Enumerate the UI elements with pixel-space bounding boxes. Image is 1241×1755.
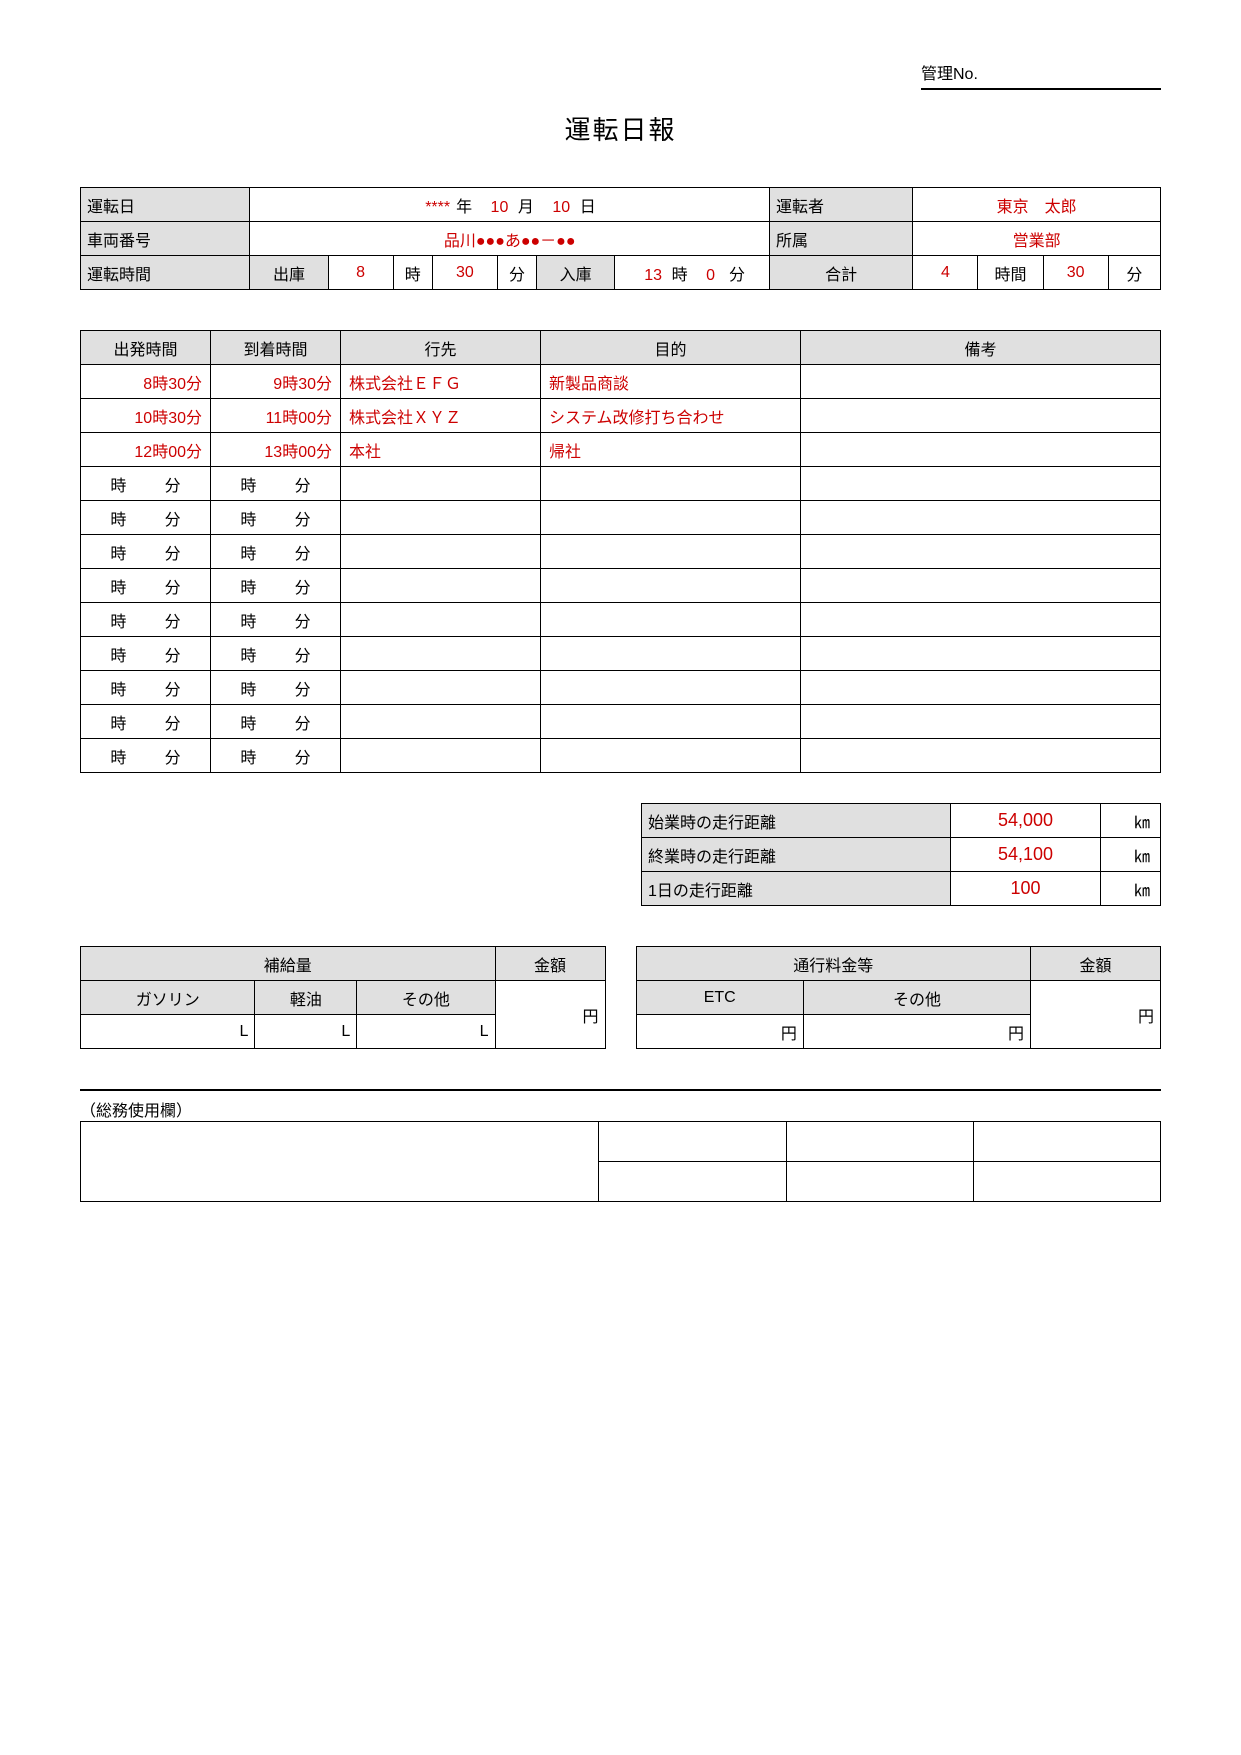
trip-notes (801, 433, 1161, 467)
header-info-table: 運転日 **** 年 10 月 10 日 運転者 東京 太郎 車両番号 品川●●… (80, 187, 1161, 290)
admin-cell (599, 1122, 786, 1162)
fuel-table: 補給量 金額 ガソリン 軽油 その他 円 L L L (80, 946, 606, 1049)
col-purpose: 目的 (541, 331, 801, 365)
label-depart: 出庫 (250, 256, 328, 290)
table-row: 時分時分 (81, 637, 1161, 671)
admin-cell (786, 1162, 973, 1202)
admin-table (80, 1121, 1161, 1202)
value-vehicle: 品川●●●あ●●－●● (250, 222, 770, 256)
fuel-other-value: L (357, 1015, 495, 1049)
table-row: 時分時分 (81, 569, 1161, 603)
fuel-col-gas: ガソリン (81, 981, 255, 1015)
label-driver: 運転者 (770, 188, 913, 222)
label-vehicle: 車両番号 (81, 222, 250, 256)
table-row: 時分時分 (81, 739, 1161, 773)
fuel-diesel-value: L (255, 1015, 357, 1049)
trip-arr: 13時00分 (211, 433, 341, 467)
admin-cell (973, 1122, 1160, 1162)
value-date: **** 年 10 月 10 日 (250, 188, 770, 222)
trip-notes (801, 399, 1161, 433)
table-row: 時分時分 (81, 671, 1161, 705)
admin-cell (973, 1162, 1160, 1202)
col-notes: 備考 (801, 331, 1161, 365)
toll-title: 通行料金等 (636, 947, 1031, 981)
table-row: 12時00分13時00分本社帰社 (81, 433, 1161, 467)
col-arr: 到着時間 (211, 331, 341, 365)
trip-arr: 11時00分 (211, 399, 341, 433)
admin-cell-main (81, 1122, 599, 1202)
trip-dep: 12時00分 (81, 433, 211, 467)
value-dist-start: 54,000 (951, 804, 1101, 838)
distance-table: 始業時の走行距離 54,000 ㎞ 終業時の走行距離 54,100 ㎞ 1日の走… (641, 803, 1161, 906)
trip-dest: 本社 (341, 433, 541, 467)
value-driver: 東京 太郎 (913, 188, 1161, 222)
admin-cell (599, 1162, 786, 1202)
label-drive-time: 運転時間 (81, 256, 250, 290)
table-row: 8時30分9時30分株式会社ＥＦＧ新製品商談 (81, 365, 1161, 399)
label-date: 運転日 (81, 188, 250, 222)
management-number-label: 管理No. (921, 60, 978, 84)
fuel-amount-value: 円 (495, 981, 605, 1049)
management-number-row: 管理No. (80, 60, 1161, 90)
trip-purpose: システム改修打ち合わせ (541, 399, 801, 433)
toll-amount-label: 金額 (1031, 947, 1161, 981)
trips-table: 出発時間 到着時間 行先 目的 備考 8時30分9時30分株式会社ＥＦＧ新製品商… (80, 330, 1161, 773)
label-dist-end: 終業時の走行距離 (642, 838, 951, 872)
label-dept: 所属 (770, 222, 913, 256)
table-row: 時分時分 (81, 467, 1161, 501)
toll-etc-value: 円 (636, 1015, 803, 1049)
trip-notes (801, 365, 1161, 399)
value-depart-hour: 8 (328, 256, 393, 290)
toll-amount-value: 円 (1031, 981, 1161, 1049)
label-total: 合計 (770, 256, 913, 290)
value-depart-min: 30 (432, 256, 497, 290)
toll-table: 通行料金等 金額 ETC その他 円 円 円 (636, 946, 1162, 1049)
toll-col-etc: ETC (636, 981, 803, 1015)
col-dest: 行先 (341, 331, 541, 365)
toll-other-value: 円 (803, 1015, 1030, 1049)
fuel-col-diesel: 軽油 (255, 981, 357, 1015)
trip-dep: 10時30分 (81, 399, 211, 433)
admin-cell (786, 1122, 973, 1162)
page-title: 運転日報 (80, 110, 1161, 147)
admin-label: （総務使用欄） (80, 1089, 1161, 1121)
label-dist-day: 1日の走行距離 (642, 872, 951, 906)
fuel-col-other: その他 (357, 981, 495, 1015)
fuel-gas-value: L (81, 1015, 255, 1049)
table-row: 10時30分11時00分株式会社ＸＹＺシステム改修打ち合わせ (81, 399, 1161, 433)
value-arrive: 13 時 0 分 (615, 256, 770, 290)
toll-col-other: その他 (803, 981, 1030, 1015)
label-dist-start: 始業時の走行距離 (642, 804, 951, 838)
trip-dep: 8時30分 (81, 365, 211, 399)
trip-purpose: 帰社 (541, 433, 801, 467)
fuel-amount-label: 金額 (495, 947, 605, 981)
value-dist-end: 54,100 (951, 838, 1101, 872)
table-row: 時分時分 (81, 603, 1161, 637)
trip-dest: 株式会社ＥＦＧ (341, 365, 541, 399)
trip-arr: 9時30分 (211, 365, 341, 399)
table-row: 時分時分 (81, 535, 1161, 569)
col-dep: 出発時間 (81, 331, 211, 365)
table-row: 時分時分 (81, 705, 1161, 739)
trip-purpose: 新製品商談 (541, 365, 801, 399)
label-arrive: 入庫 (537, 256, 615, 290)
fuel-title: 補給量 (81, 947, 496, 981)
management-number-field: 管理No. (921, 60, 1161, 90)
table-row: 時分時分 (81, 501, 1161, 535)
value-dept: 営業部 (913, 222, 1161, 256)
value-dist-day: 100 (951, 872, 1101, 906)
trip-dest: 株式会社ＸＹＺ (341, 399, 541, 433)
